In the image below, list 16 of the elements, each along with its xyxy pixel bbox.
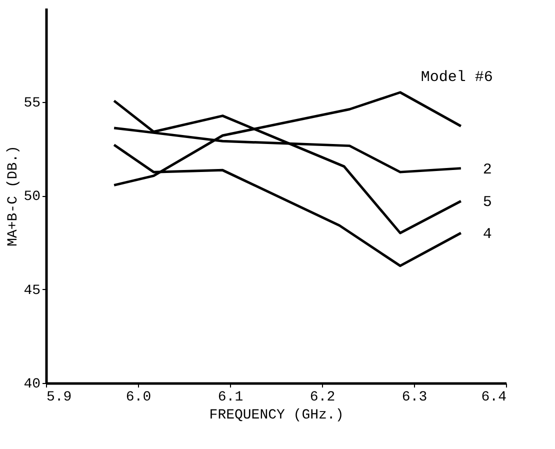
y-tick-label: 55 [24, 95, 40, 112]
x-tick-label: 6.4 [481, 390, 506, 406]
x-axis-title: FREQUENCY (GHz.) [209, 408, 344, 424]
y-tick-label: 45 [24, 282, 40, 299]
series-label: 5 [482, 194, 492, 212]
x-tick-label: 6.1 [218, 390, 244, 406]
series-label: 4 [482, 226, 492, 243]
x-tick-label: 6.0 [126, 390, 152, 406]
series-label: Model #6 [420, 69, 493, 86]
x-tick-label: 5.9 [46, 390, 72, 406]
y-tick-label: 40 [24, 376, 40, 392]
y-axis-title: MA+B-C (DB.) [6, 146, 22, 246]
series-label: 2 [482, 161, 492, 178]
x-tick-label: 6.2 [310, 390, 336, 406]
y-tick-label: 50 [24, 189, 40, 205]
x-tick-label: 6.3 [402, 390, 428, 406]
